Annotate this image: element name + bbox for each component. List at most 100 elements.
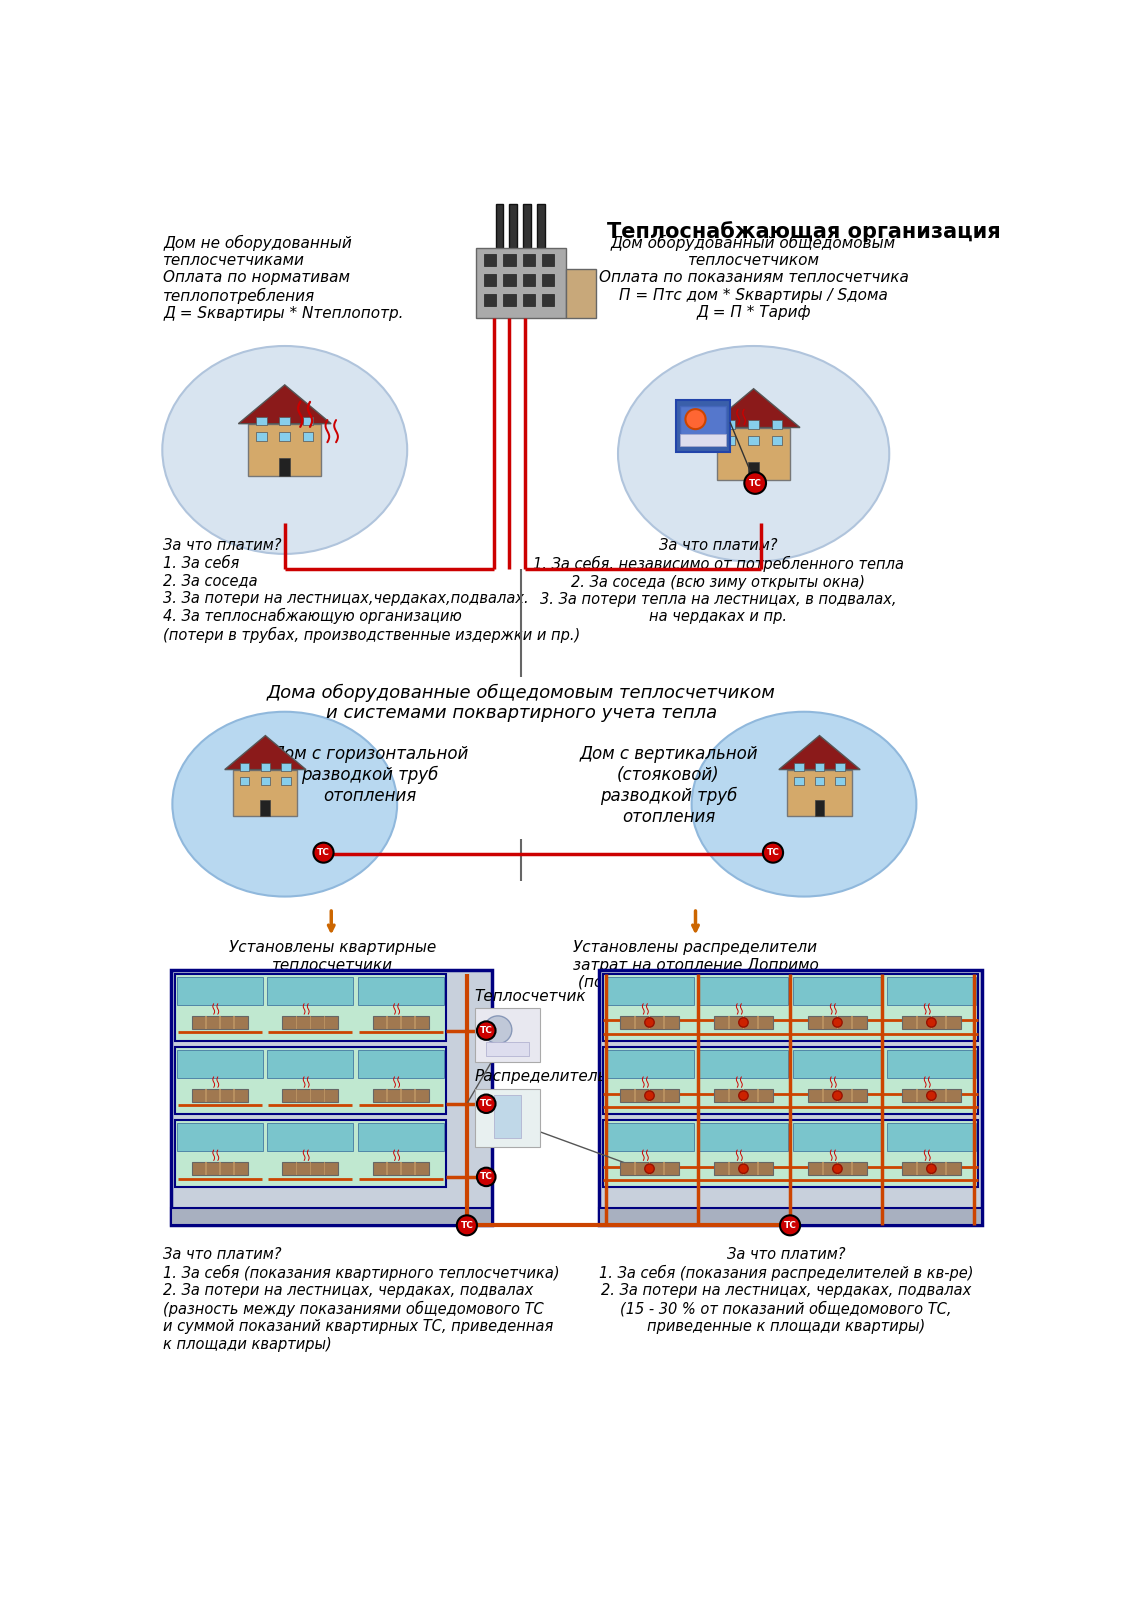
Text: ТС: ТС [767, 848, 779, 858]
Bar [283, 1162, 338, 1176]
Bar [386, 1016, 388, 1029]
Bar [946, 1162, 947, 1176]
Bar [171, 970, 492, 1226]
Bar [887, 1050, 976, 1078]
Circle shape [477, 1021, 495, 1040]
Bar [414, 1090, 415, 1102]
Circle shape [685, 410, 706, 429]
Bar [852, 1090, 853, 1102]
Bar [484, 274, 497, 286]
Bar [758, 1090, 759, 1102]
Bar [400, 1016, 402, 1029]
Bar [400, 1162, 402, 1176]
Ellipse shape [163, 346, 407, 554]
Bar [233, 1162, 235, 1176]
Bar [192, 1016, 248, 1029]
Bar [256, 432, 267, 442]
Bar [749, 437, 759, 445]
Bar [621, 1090, 679, 1102]
Bar [809, 1090, 866, 1102]
Bar [567, 269, 596, 317]
Text: Дом с горизонтальной
разводкой труб
отопления: Дом с горизонтальной разводкой труб отоп… [271, 746, 468, 805]
Bar [503, 274, 516, 286]
Bar [174, 973, 446, 1040]
Bar [837, 1090, 838, 1102]
Bar [809, 1162, 866, 1176]
Bar [503, 253, 516, 266]
Bar [283, 1016, 338, 1029]
Bar [605, 976, 694, 1005]
Bar [295, 1162, 297, 1176]
Bar [303, 416, 313, 426]
Bar [758, 1162, 759, 1176]
Bar [794, 778, 804, 786]
Bar [295, 1090, 297, 1102]
Bar [699, 1123, 788, 1150]
Bar [605, 1050, 694, 1078]
Bar [946, 1016, 947, 1029]
Bar [743, 1090, 744, 1102]
Bar [509, 203, 517, 248]
Bar [836, 778, 845, 786]
Bar [916, 1162, 917, 1176]
Bar [233, 1090, 235, 1102]
Bar [837, 1016, 838, 1029]
Bar [475, 1090, 541, 1147]
Bar [809, 1016, 866, 1029]
Bar [282, 763, 291, 771]
Bar [676, 400, 731, 453]
Bar [946, 1090, 947, 1102]
Bar [542, 294, 554, 306]
Circle shape [457, 1216, 477, 1235]
Bar [822, 1162, 823, 1176]
Bar [260, 800, 270, 816]
Circle shape [484, 1016, 512, 1043]
Bar [523, 253, 535, 266]
Bar [794, 763, 804, 771]
Bar [219, 1162, 221, 1176]
Bar [171, 1208, 492, 1226]
Bar [373, 1090, 429, 1102]
Circle shape [477, 1168, 495, 1186]
Bar [715, 1162, 772, 1176]
Bar [621, 1016, 679, 1029]
Text: ТС: ТС [480, 1099, 493, 1109]
Bar [603, 973, 978, 1040]
Bar [725, 421, 735, 429]
Bar [205, 1162, 207, 1176]
Text: За что платим?
1. За себя (показания распределителей в кв-ре)
2. За потери на ле: За что платим? 1. За себя (показания рас… [598, 1246, 973, 1334]
Text: Дом с вертикальной
(стояковой)
разводкой труб
отопления: Дом с вертикальной (стояковой) разводкой… [579, 746, 758, 826]
Bar [178, 976, 262, 1005]
Text: ТС: ТС [460, 1221, 473, 1230]
Ellipse shape [692, 712, 916, 896]
Bar [495, 203, 503, 248]
Bar [261, 778, 270, 786]
Text: Распределитель: Распределитель [475, 1069, 607, 1085]
Text: За что платим?
1. За себя, независимо от потребленного тепла
2. За соседа (всю з: За что платим? 1. За себя, независимо от… [533, 539, 904, 624]
Bar [680, 434, 726, 446]
Bar [192, 1162, 248, 1176]
Circle shape [477, 1094, 495, 1114]
Bar [279, 432, 290, 442]
Bar [174, 1120, 446, 1187]
Circle shape [763, 843, 783, 862]
Circle shape [926, 1018, 936, 1027]
Circle shape [739, 1165, 749, 1173]
Bar [649, 1090, 650, 1102]
Bar [240, 763, 250, 771]
Circle shape [926, 1091, 936, 1101]
Bar [323, 1016, 325, 1029]
Text: ТС: ТС [749, 478, 761, 488]
Bar [261, 763, 270, 771]
Bar [267, 1123, 353, 1150]
Bar [717, 427, 791, 480]
Circle shape [313, 843, 334, 862]
Ellipse shape [172, 712, 397, 896]
Bar [248, 424, 321, 477]
Bar [748, 462, 759, 480]
Bar [634, 1016, 636, 1029]
Bar [725, 437, 735, 445]
Polygon shape [707, 389, 800, 427]
Bar [931, 1090, 932, 1102]
Bar [787, 770, 852, 816]
